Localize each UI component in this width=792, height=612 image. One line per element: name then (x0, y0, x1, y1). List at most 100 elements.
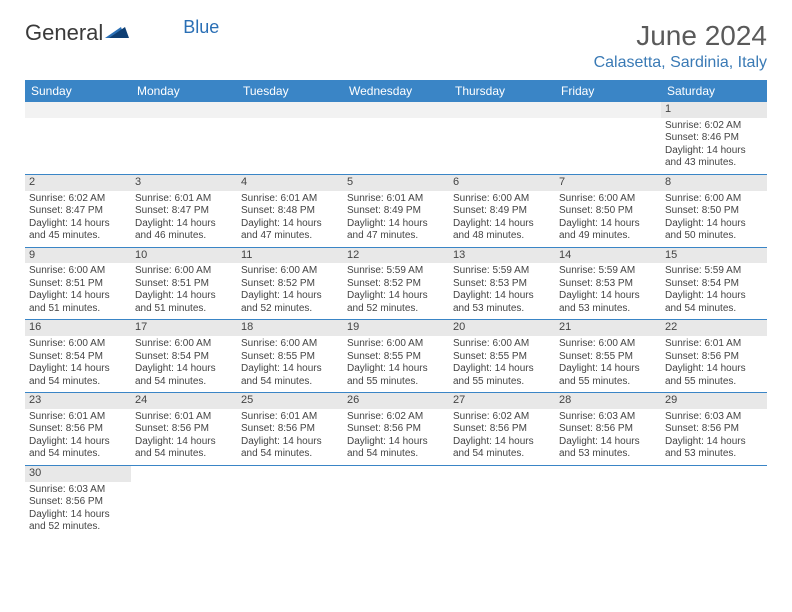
day-details: Sunrise: 6:02 AMSunset: 8:56 PMDaylight:… (449, 409, 555, 465)
day-sr: Sunrise: 5:59 AM (665, 265, 763, 278)
day-details: Sunrise: 6:00 AMSunset: 8:50 PMDaylight:… (555, 191, 661, 247)
day-ss: Sunset: 8:56 PM (453, 423, 551, 436)
day-details: Sunrise: 6:01 AMSunset: 8:48 PMDaylight:… (237, 191, 343, 247)
day-sr: Sunrise: 6:01 AM (241, 193, 339, 206)
day-sr: Sunrise: 6:02 AM (347, 411, 445, 424)
day-details: Sunrise: 6:00 AMSunset: 8:54 PMDaylight:… (25, 336, 131, 392)
calendar-week-row: 30Sunrise: 6:03 AMSunset: 8:56 PMDayligh… (25, 465, 767, 537)
day-d2: and 52 minutes. (347, 303, 445, 316)
day-d2: and 55 minutes. (453, 376, 551, 389)
calendar-cell-blank (131, 102, 237, 174)
calendar-cell: 1Sunrise: 6:02 AMSunset: 8:46 PMDaylight… (661, 102, 767, 174)
day-d1: Daylight: 14 hours (665, 218, 763, 231)
day-d2: and 54 minutes. (665, 303, 763, 316)
day-d2: and 53 minutes. (559, 448, 657, 461)
day-sr: Sunrise: 6:02 AM (29, 193, 127, 206)
day-d2: and 53 minutes. (453, 303, 551, 316)
day-number: 10 (131, 248, 237, 264)
day-sr: Sunrise: 6:00 AM (135, 338, 233, 351)
day-sr: Sunrise: 6:02 AM (665, 120, 763, 133)
flag-icon (105, 20, 131, 46)
day-d1: Daylight: 14 hours (453, 363, 551, 376)
day-d1: Daylight: 14 hours (347, 218, 445, 231)
day-d1: Daylight: 14 hours (559, 290, 657, 303)
day-ss: Sunset: 8:55 PM (559, 351, 657, 364)
day-details: Sunrise: 6:01 AMSunset: 8:47 PMDaylight:… (131, 191, 237, 247)
day-number: 20 (449, 320, 555, 336)
day-ss: Sunset: 8:56 PM (29, 423, 127, 436)
brand-logo: General Blue (25, 20, 219, 46)
calendar-cell-blank (449, 102, 555, 174)
day-sr: Sunrise: 6:01 AM (347, 193, 445, 206)
day-details: Sunrise: 5:59 AMSunset: 8:54 PMDaylight:… (661, 263, 767, 319)
day-number: 1 (661, 102, 767, 118)
day-sr: Sunrise: 6:00 AM (453, 338, 551, 351)
weekday-header: Saturday (661, 80, 767, 102)
day-sr: Sunrise: 6:00 AM (665, 193, 763, 206)
day-ss: Sunset: 8:56 PM (29, 496, 127, 509)
calendar-cell-blank (237, 465, 343, 537)
day-d2: and 51 minutes. (135, 303, 233, 316)
day-d1: Daylight: 14 hours (29, 436, 127, 449)
day-details: Sunrise: 6:00 AMSunset: 8:55 PMDaylight:… (555, 336, 661, 392)
day-d2: and 54 minutes. (135, 448, 233, 461)
day-d1: Daylight: 14 hours (559, 218, 657, 231)
day-sr: Sunrise: 5:59 AM (347, 265, 445, 278)
day-sr: Sunrise: 6:01 AM (665, 338, 763, 351)
day-ss: Sunset: 8:56 PM (665, 423, 763, 436)
calendar-cell: 10Sunrise: 6:00 AMSunset: 8:51 PMDayligh… (131, 247, 237, 320)
calendar-week-row: 2Sunrise: 6:02 AMSunset: 8:47 PMDaylight… (25, 174, 767, 247)
day-details: Sunrise: 6:00 AMSunset: 8:55 PMDaylight:… (449, 336, 555, 392)
day-d1: Daylight: 14 hours (347, 436, 445, 449)
calendar-cell-blank (555, 465, 661, 537)
calendar-week-row: 9Sunrise: 6:00 AMSunset: 8:51 PMDaylight… (25, 247, 767, 320)
calendar-cell: 6Sunrise: 6:00 AMSunset: 8:49 PMDaylight… (449, 174, 555, 247)
calendar-cell: 4Sunrise: 6:01 AMSunset: 8:48 PMDaylight… (237, 174, 343, 247)
calendar-cell: 7Sunrise: 6:00 AMSunset: 8:50 PMDaylight… (555, 174, 661, 247)
calendar-cell: 17Sunrise: 6:00 AMSunset: 8:54 PMDayligh… (131, 320, 237, 393)
day-details: Sunrise: 6:00 AMSunset: 8:54 PMDaylight:… (131, 336, 237, 392)
calendar-cell-blank (131, 465, 237, 537)
brand-part1: General (25, 20, 103, 46)
day-d2: and 54 minutes. (29, 376, 127, 389)
day-d1: Daylight: 14 hours (241, 290, 339, 303)
day-details: Sunrise: 6:01 AMSunset: 8:56 PMDaylight:… (661, 336, 767, 392)
day-ss: Sunset: 8:54 PM (665, 278, 763, 291)
calendar-cell: 13Sunrise: 5:59 AMSunset: 8:53 PMDayligh… (449, 247, 555, 320)
day-sr: Sunrise: 6:00 AM (241, 338, 339, 351)
day-details: Sunrise: 5:59 AMSunset: 8:53 PMDaylight:… (555, 263, 661, 319)
day-number: 11 (237, 248, 343, 264)
calendar-cell: 26Sunrise: 6:02 AMSunset: 8:56 PMDayligh… (343, 393, 449, 466)
day-d2: and 55 minutes. (347, 376, 445, 389)
day-d1: Daylight: 14 hours (241, 436, 339, 449)
calendar-cell-blank (25, 102, 131, 174)
calendar-cell: 29Sunrise: 6:03 AMSunset: 8:56 PMDayligh… (661, 393, 767, 466)
day-number: 21 (555, 320, 661, 336)
day-d1: Daylight: 14 hours (559, 436, 657, 449)
day-sr: Sunrise: 6:03 AM (665, 411, 763, 424)
calendar-cell-blank (555, 102, 661, 174)
day-d2: and 45 minutes. (29, 230, 127, 243)
day-number: 16 (25, 320, 131, 336)
day-d1: Daylight: 14 hours (29, 290, 127, 303)
day-ss: Sunset: 8:56 PM (665, 351, 763, 364)
day-d2: and 51 minutes. (29, 303, 127, 316)
day-sr: Sunrise: 6:01 AM (29, 411, 127, 424)
day-d2: and 52 minutes. (241, 303, 339, 316)
calendar-cell: 11Sunrise: 6:00 AMSunset: 8:52 PMDayligh… (237, 247, 343, 320)
day-ss: Sunset: 8:47 PM (29, 205, 127, 218)
calendar-cell: 3Sunrise: 6:01 AMSunset: 8:47 PMDaylight… (131, 174, 237, 247)
day-number: 14 (555, 248, 661, 264)
day-details: Sunrise: 5:59 AMSunset: 8:52 PMDaylight:… (343, 263, 449, 319)
day-number: 22 (661, 320, 767, 336)
day-number: 24 (131, 393, 237, 409)
day-d1: Daylight: 14 hours (453, 436, 551, 449)
day-ss: Sunset: 8:50 PM (665, 205, 763, 218)
calendar-week-row: 23Sunrise: 6:01 AMSunset: 8:56 PMDayligh… (25, 393, 767, 466)
day-d2: and 53 minutes. (665, 448, 763, 461)
day-details: Sunrise: 6:00 AMSunset: 8:51 PMDaylight:… (25, 263, 131, 319)
calendar-cell: 27Sunrise: 6:02 AMSunset: 8:56 PMDayligh… (449, 393, 555, 466)
day-sr: Sunrise: 6:00 AM (453, 193, 551, 206)
day-d1: Daylight: 14 hours (135, 363, 233, 376)
day-details: Sunrise: 6:00 AMSunset: 8:49 PMDaylight:… (449, 191, 555, 247)
